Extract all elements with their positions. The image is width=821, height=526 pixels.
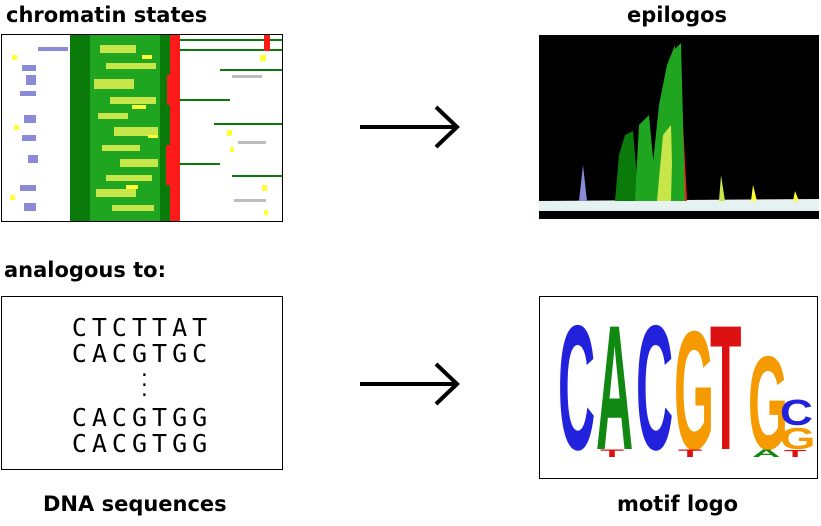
sequence-line: CTCTTAT (71, 313, 213, 342)
logo-letter-c: C (780, 392, 813, 432)
sequence-line: CACGTGC (71, 339, 213, 368)
logo-letter-t: T (600, 447, 625, 459)
logo-letter-a: A (596, 297, 633, 477)
epilogos-label: epilogos (627, 3, 728, 27)
logo-letter-g: G (780, 422, 815, 456)
epilogos-plot (539, 35, 819, 219)
dna-sequences-box: CTCTTAT CACGTGC · · · CACGTGG CACGTGG (1, 296, 283, 470)
logo-letter-c: C (558, 297, 595, 477)
chromatin-states-label: chromatin states (6, 3, 208, 27)
motif-logo-label: motif logo (617, 492, 739, 516)
ellipsis-dot: · (139, 385, 150, 406)
logo-letter-t: T (678, 447, 703, 459)
logo-letter-t: T (710, 297, 741, 477)
logo-letter-g: G (748, 330, 788, 477)
analogous-to-label: analogous to: (4, 258, 167, 282)
arrow-right-icon (360, 362, 460, 406)
logo-letter-a: A (752, 447, 781, 459)
arrow-right-icon (360, 105, 460, 149)
logo-letter-g: G (674, 297, 714, 477)
chromatin-states-heatmap (1, 34, 283, 222)
ellipsis-dot: · (139, 365, 150, 386)
sequence-line: CACGTGG (71, 403, 213, 432)
logo-letter-c: C (636, 297, 673, 477)
dna-sequences-label: DNA sequences (43, 492, 227, 516)
ellipsis-dot: · (139, 375, 150, 396)
sequence-line: CACGTGG (71, 429, 213, 458)
logo-letter-t: T (784, 448, 806, 459)
